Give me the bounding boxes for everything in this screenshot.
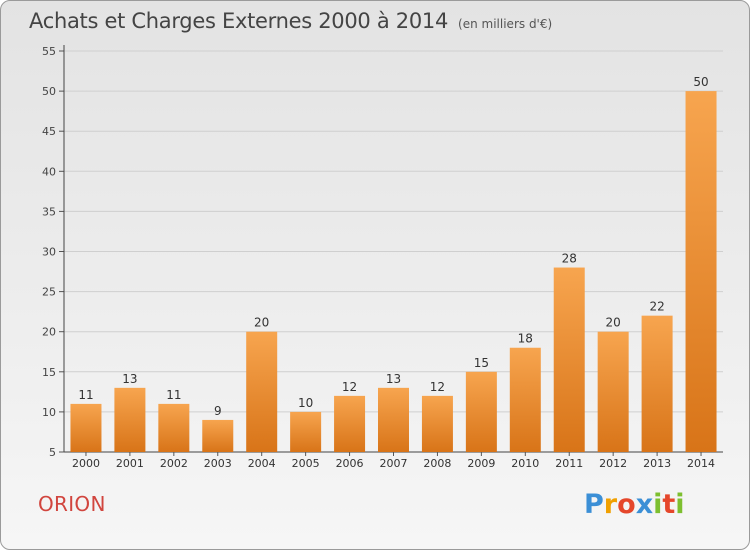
- data-label: 18: [518, 332, 533, 346]
- y-tick-label: 30: [42, 246, 56, 259]
- bar: [202, 419, 234, 452]
- y-tick-label: 20: [42, 326, 56, 339]
- x-tick-label: 2012: [599, 457, 627, 470]
- unit-label: (en milliers d'€): [458, 17, 553, 31]
- x-tick-label: 2014: [687, 457, 715, 470]
- y-tick-label: 40: [42, 165, 56, 178]
- data-label: 12: [342, 380, 357, 394]
- y-tick-label: 15: [42, 366, 56, 379]
- data-label: 13: [386, 372, 401, 386]
- data-label: 50: [693, 75, 708, 89]
- logo-letter: x: [635, 489, 654, 520]
- bar: [334, 395, 366, 452]
- bar: [641, 315, 673, 452]
- bar: [597, 331, 629, 452]
- logo-letter: i: [675, 489, 685, 520]
- data-label: 22: [649, 300, 664, 314]
- y-tick-label: 5: [49, 446, 56, 459]
- bar: [378, 387, 409, 452]
- town-name: ORION: [38, 492, 106, 516]
- bar: [114, 387, 146, 452]
- x-tick-label: 2013: [643, 457, 671, 470]
- x-tick-label: 2006: [336, 457, 364, 470]
- logo-letter: t: [662, 489, 676, 520]
- chart-title: Achats et Charges Externes 2000 à 2014 (e…: [29, 9, 552, 33]
- data-label: 9: [214, 404, 222, 418]
- data-label: 11: [78, 388, 93, 402]
- y-tick-label: 50: [42, 85, 56, 98]
- x-tick-label: 2010: [511, 457, 539, 470]
- title-text: Achats et Charges Externes 2000 à 2014: [29, 9, 449, 33]
- data-label: 20: [254, 316, 269, 330]
- x-tick-label: 2008: [423, 457, 451, 470]
- bar: [290, 411, 322, 452]
- x-tick-label: 2005: [292, 457, 320, 470]
- bar: [465, 371, 497, 452]
- x-tick-label: 2001: [116, 457, 144, 470]
- data-label: 13: [122, 372, 137, 386]
- logo-letter: o: [617, 489, 636, 520]
- bar: [685, 91, 717, 452]
- y-tick-label: 35: [42, 205, 56, 218]
- bar: [553, 267, 585, 452]
- y-tick-label: 55: [42, 45, 56, 58]
- data-label: 11: [166, 388, 181, 402]
- bar: [158, 403, 190, 452]
- data-label: 20: [606, 316, 621, 330]
- x-tick-label: 2002: [160, 457, 188, 470]
- x-tick-label: 2003: [204, 457, 232, 470]
- x-tick-label: 2009: [467, 457, 495, 470]
- y-tick-label: 10: [42, 406, 56, 419]
- y-tick-label: 25: [42, 286, 56, 299]
- data-label: 28: [562, 252, 577, 266]
- data-label: 10: [298, 396, 313, 410]
- x-tick-label: 2004: [248, 457, 276, 470]
- x-tick-label: 2000: [72, 457, 100, 470]
- bar: [421, 395, 453, 452]
- data-label: 15: [474, 356, 489, 370]
- logo-letter: P: [584, 489, 604, 520]
- data-label: 12: [430, 380, 445, 394]
- bar: [509, 347, 541, 452]
- logo-letter: i: [653, 489, 663, 520]
- logo-letter: r: [603, 489, 618, 520]
- y-tick-label: 45: [42, 125, 56, 138]
- x-tick-label: 2011: [555, 457, 583, 470]
- proxiti-logo: Proxiti: [584, 489, 685, 520]
- bar: [70, 403, 102, 452]
- x-tick-label: 2007: [380, 457, 408, 470]
- bar: [246, 331, 278, 452]
